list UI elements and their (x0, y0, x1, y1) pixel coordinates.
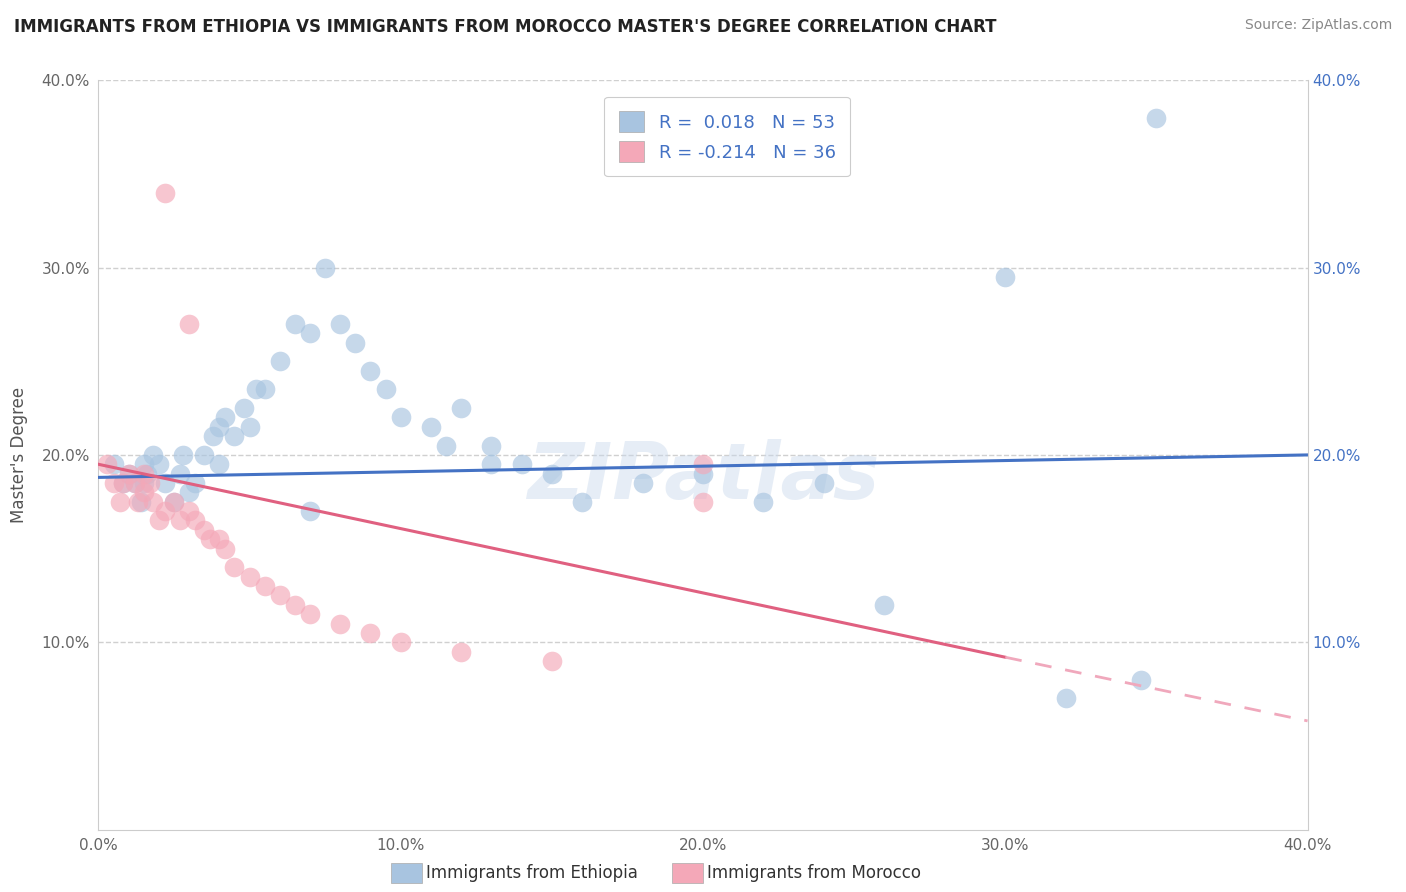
Point (111, 476, 134, 491)
Point (389, 410, 412, 425)
Point (299, 607, 322, 621)
Point (284, 598, 307, 612)
Point (193, 448, 215, 462)
Point (253, 579, 276, 593)
Point (179, 485, 201, 500)
Text: IMMIGRANTS FROM ETHIOPIA VS IMMIGRANTS FROM MOROCCO MASTER'S DEGREE CORRELATION : IMMIGRANTS FROM ETHIOPIA VS IMMIGRANTS F… (14, 18, 997, 36)
Point (124, 476, 146, 491)
Point (481, 439, 503, 453)
Point (148, 514, 170, 528)
Point (153, 504, 176, 518)
Point (329, 616, 352, 631)
Point (314, 260, 336, 275)
Point (299, 326, 322, 340)
Text: Immigrants from Ethiopia: Immigrants from Ethiopia (426, 864, 638, 882)
Point (253, 382, 276, 396)
Point (103, 476, 125, 491)
Point (481, 457, 503, 471)
Y-axis label: Master's Degree: Master's Degree (10, 387, 28, 523)
Point (692, 457, 714, 471)
Point (139, 476, 162, 491)
Point (108, 494, 131, 508)
Point (153, 186, 176, 200)
Point (510, 457, 533, 471)
Point (813, 476, 835, 491)
Point (111, 476, 134, 491)
Point (163, 494, 186, 508)
Point (389, 635, 412, 649)
Point (202, 429, 225, 443)
Point (129, 494, 152, 508)
Point (224, 560, 246, 574)
Point (232, 401, 254, 416)
Point (132, 485, 155, 500)
Point (374, 382, 396, 396)
Point (153, 476, 176, 491)
Point (169, 514, 191, 528)
Point (148, 457, 170, 471)
Point (184, 514, 207, 528)
Point (329, 317, 352, 331)
Point (193, 523, 215, 537)
Point (208, 457, 231, 471)
Point (103, 457, 125, 471)
Point (172, 448, 194, 462)
Text: Source: ZipAtlas.com: Source: ZipAtlas.com (1244, 18, 1392, 32)
Point (269, 354, 291, 368)
Point (179, 317, 201, 331)
Point (96, 457, 118, 471)
Point (142, 448, 165, 462)
Point (135, 467, 157, 481)
Point (224, 429, 246, 443)
Point (299, 504, 322, 518)
Point (360, 364, 382, 378)
Point (208, 532, 231, 546)
Point (239, 420, 262, 434)
Legend: R =  0.018   N = 53, R = -0.214   N = 36: R = 0.018 N = 53, R = -0.214 N = 36 (605, 97, 851, 177)
Point (994, 269, 1017, 284)
Point (344, 335, 367, 350)
Point (163, 494, 186, 508)
Point (169, 467, 191, 481)
Point (692, 494, 714, 508)
Point (245, 382, 267, 396)
Point (873, 598, 896, 612)
Point (631, 476, 654, 491)
Point (200, 532, 222, 546)
Point (214, 410, 236, 425)
Point (132, 476, 155, 491)
Point (132, 467, 155, 481)
Point (118, 467, 141, 481)
Point (360, 626, 382, 640)
Point (284, 317, 307, 331)
Point (127, 494, 149, 508)
Point (450, 401, 472, 416)
Point (540, 654, 562, 668)
Point (208, 420, 231, 434)
Point (239, 570, 262, 584)
Text: ZIPatlas: ZIPatlas (527, 440, 879, 516)
Point (450, 644, 472, 658)
Point (142, 494, 165, 508)
Text: Immigrants from Morocco: Immigrants from Morocco (707, 864, 921, 882)
Point (184, 476, 207, 491)
Point (269, 589, 291, 603)
Point (752, 494, 775, 508)
Point (540, 467, 562, 481)
Point (179, 504, 201, 518)
Point (1054, 691, 1077, 706)
Point (1130, 673, 1153, 687)
Point (692, 467, 714, 481)
Point (420, 420, 443, 434)
Point (118, 467, 141, 481)
Point (1144, 111, 1167, 125)
Point (434, 439, 457, 453)
Point (214, 541, 236, 556)
Point (132, 457, 155, 471)
Point (571, 494, 593, 508)
Point (124, 476, 146, 491)
